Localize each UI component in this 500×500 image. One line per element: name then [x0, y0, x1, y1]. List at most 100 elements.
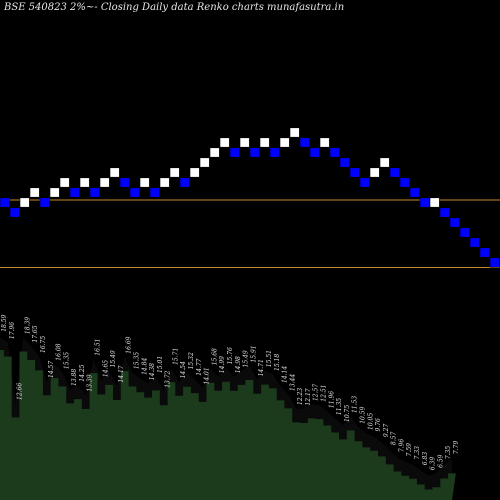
volume-label: 15.71 — [172, 348, 179, 365]
renko-brick-down — [229, 147, 240, 158]
volume-area — [0, 350, 456, 500]
volume-label: 14.01 — [204, 367, 211, 384]
renko-brick-down — [339, 157, 350, 168]
renko-brick-down — [269, 147, 280, 158]
renko-brick-up — [239, 137, 250, 148]
volume-label: 14.84 — [141, 358, 148, 375]
volume-label: 12.17 — [305, 388, 312, 405]
volume-label: 14.99 — [219, 356, 226, 373]
volume-label: 8.57 — [391, 432, 398, 446]
volume-label: 16.69 — [126, 336, 133, 353]
volume-label: 18.39 — [24, 317, 31, 334]
renko-brick-up — [19, 197, 30, 208]
volume-label: 13.72 — [165, 370, 172, 387]
renko-brick-down — [359, 177, 370, 188]
volume-label: 6.83 — [422, 452, 429, 466]
volume-label: 14.54 — [180, 361, 187, 378]
volume-label: 10.75 — [344, 405, 351, 422]
volume-label: 15.18 — [274, 354, 281, 371]
renko-brick-down — [119, 177, 130, 188]
volume-label: 14.77 — [196, 358, 203, 375]
renko-brick-down — [149, 187, 160, 198]
renko-brick-up — [259, 137, 270, 148]
volume-label: 15.01 — [157, 356, 164, 373]
volume-label: 14.65 — [102, 360, 109, 377]
volume-label: 15.35 — [63, 352, 70, 369]
renko-brick-up — [159, 177, 170, 188]
renko-brick-up — [199, 157, 210, 168]
renko-brick-down — [39, 197, 50, 208]
volume-label: 14.71 — [258, 359, 265, 376]
volume-label: 15.49 — [243, 350, 250, 367]
volume-label: 7.59 — [406, 443, 413, 457]
renko-brick-down — [489, 257, 500, 268]
volume-label: 11.35 — [336, 398, 343, 415]
renko-brick-down — [449, 217, 460, 228]
renko-brick-up — [209, 147, 220, 158]
volume-label: 16.08 — [56, 343, 63, 360]
renko-brick-down — [349, 167, 360, 178]
renko-brick-up — [369, 167, 380, 178]
renko-brick-down — [479, 247, 490, 258]
volume-label: 17.65 — [32, 325, 39, 342]
volume-label: 15.68 — [211, 348, 218, 365]
volume-label: 15.91 — [250, 345, 257, 362]
renko-brick-up — [49, 187, 60, 198]
volume-label: 6.59 — [437, 454, 444, 468]
volume-label: 13.39 — [87, 374, 94, 391]
renko-brick-up — [59, 177, 70, 188]
volume-label: 14.38 — [149, 363, 156, 380]
volume-label: 14.17 — [118, 365, 125, 382]
renko-brick-up — [79, 177, 90, 188]
volume-label: 12.23 — [297, 388, 304, 405]
volume-label: 7.35 — [445, 446, 452, 460]
volume-label: 15.35 — [134, 352, 141, 369]
renko-brick-down — [179, 177, 190, 188]
renko-brick-down — [439, 207, 450, 218]
volume-label: 15.49 — [110, 350, 117, 367]
renko-brick-down — [89, 187, 100, 198]
renko-brick-up — [319, 137, 330, 148]
volume-label: 15.32 — [188, 352, 195, 369]
volume-label: 18.59 — [1, 314, 8, 331]
renko-brick-down — [9, 207, 20, 218]
renko-brick-up — [289, 127, 300, 138]
volume-label: 7.33 — [414, 446, 421, 460]
renko-brick-down — [389, 167, 400, 178]
renko-brick-up — [279, 137, 290, 148]
volume-label: 12.66 — [17, 383, 24, 400]
volume-label: 6.39 — [430, 457, 437, 471]
renko-brick-down — [129, 187, 140, 198]
volume-label: 9.27 — [383, 424, 390, 438]
volume-label: 7.79 — [453, 441, 460, 455]
renko-brick-up — [429, 197, 440, 208]
volume-label: 13.88 — [71, 369, 78, 386]
renko-brick-down — [409, 187, 420, 198]
volume-label: 17.96 — [9, 322, 16, 339]
volume-label: 14.57 — [48, 361, 55, 378]
volume-label: 16.51 — [95, 339, 102, 356]
renko-brick-up — [29, 187, 40, 198]
volume-label: 11.53 — [352, 396, 359, 413]
renko-brick-down — [0, 197, 10, 208]
renko-brick-down — [249, 147, 260, 158]
renko-brick-down — [329, 147, 340, 158]
renko-brick-up — [379, 157, 390, 168]
volume-label: 14.98 — [235, 356, 242, 373]
volume-label: 16.75 — [40, 336, 47, 353]
renko-brick-down — [309, 147, 320, 158]
volume-label: 10.05 — [367, 413, 374, 430]
renko-brick-up — [219, 137, 230, 148]
renko-brick-up — [109, 167, 120, 178]
volume-label: 11.96 — [328, 391, 335, 408]
renko-brick-down — [459, 227, 470, 238]
renko-brick-up — [169, 167, 180, 178]
renko-brick-up — [189, 167, 200, 178]
volume-label: 14.14 — [282, 366, 289, 383]
volume-label: 12.57 — [313, 384, 320, 401]
renko-brick-up — [99, 177, 110, 188]
chart-title: BSE 540823 2%~- Closing Daily data Renko… — [4, 2, 345, 13]
volume-label: 12.51 — [321, 385, 328, 402]
